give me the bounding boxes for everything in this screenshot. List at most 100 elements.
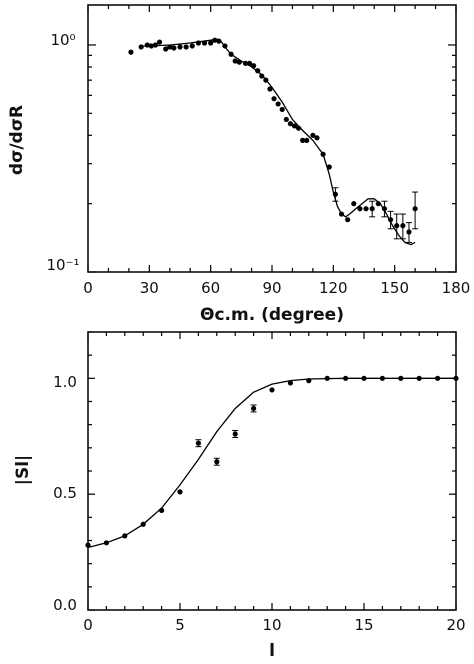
bottom-x-tick-label-1: 5 bbox=[175, 616, 185, 634]
bottom-data-point bbox=[269, 387, 275, 393]
top-data-point bbox=[406, 229, 412, 235]
top-x-tick-label-3: 90 bbox=[262, 279, 281, 297]
top-fit-line bbox=[139, 38, 416, 246]
top-y-axis-label: dσ/dσR bbox=[7, 105, 27, 175]
top-data-point bbox=[195, 40, 201, 46]
bottom-data-point bbox=[159, 507, 165, 513]
top-data-point bbox=[300, 137, 306, 143]
bottom-data-point bbox=[324, 375, 330, 381]
top-data-point bbox=[201, 40, 208, 46]
top-data-point bbox=[363, 206, 369, 212]
top-data-point bbox=[255, 68, 261, 74]
top-x-tick-label-6: 180 bbox=[442, 279, 471, 297]
bottom-y-axis-label: |Sl| bbox=[13, 455, 33, 486]
bottom-data-point bbox=[416, 375, 422, 381]
top-data-point bbox=[310, 132, 316, 138]
bottom-data-point bbox=[140, 521, 146, 527]
top-data-point bbox=[259, 73, 265, 79]
top-data-point bbox=[167, 44, 173, 50]
top-data-point bbox=[375, 201, 381, 207]
top-x-tick-label-0: 0 bbox=[83, 279, 93, 297]
top-data-point bbox=[177, 44, 183, 50]
top-data-point bbox=[152, 42, 159, 48]
top-data-point bbox=[242, 60, 249, 66]
bottom-data-point bbox=[379, 375, 385, 381]
top-data-point bbox=[332, 191, 338, 197]
top-data-point bbox=[387, 217, 394, 223]
top-data-point bbox=[128, 49, 134, 55]
top-data-point bbox=[246, 60, 253, 66]
bottom-data-point bbox=[361, 375, 367, 381]
bottom-data-point bbox=[435, 375, 441, 381]
top-data-point bbox=[263, 77, 269, 83]
bottom-y-tick-label-0: 0.0 bbox=[53, 596, 77, 614]
top-data-point bbox=[267, 86, 273, 92]
top-data-point bbox=[216, 38, 222, 44]
top-data-point bbox=[251, 63, 257, 69]
bottom-y-tick-label-2: 1.0 bbox=[53, 373, 77, 391]
bottom-data-point bbox=[195, 440, 201, 446]
bottom-plot-frame bbox=[87, 331, 457, 611]
top-x-tick-label-2: 60 bbox=[201, 279, 220, 297]
top-plot-frame bbox=[87, 4, 457, 273]
top-data-point bbox=[228, 51, 234, 57]
bottom-panel: 0.0 0.5 1.0 0 5 10 15 20 l |Sl| bbox=[13, 331, 466, 661]
top-data-point bbox=[212, 37, 218, 43]
bottom-data-point bbox=[177, 489, 183, 495]
bottom-x-tick-label-2: 10 bbox=[262, 616, 281, 634]
top-data-point bbox=[138, 44, 144, 50]
bottom-data-point bbox=[287, 380, 293, 386]
top-data-point bbox=[271, 96, 277, 102]
top-data-point bbox=[400, 223, 406, 229]
top-data-point bbox=[412, 206, 418, 212]
top-data-point bbox=[314, 135, 320, 141]
bottom-x-axis-label: l bbox=[269, 641, 275, 661]
bottom-data-point bbox=[251, 405, 257, 412]
bottom-x-tick-label-4: 20 bbox=[446, 616, 465, 634]
top-data-point bbox=[394, 223, 400, 229]
top-data-point bbox=[236, 59, 242, 65]
bottom-y-tick-label-1: 0.5 bbox=[53, 484, 77, 502]
top-data-point bbox=[345, 217, 351, 223]
top-data-point bbox=[369, 206, 375, 212]
top-data-point bbox=[222, 43, 228, 49]
top-y-tick-label-0: 10⁰ bbox=[50, 31, 75, 49]
top-data-point bbox=[144, 42, 150, 48]
bottom-data-point bbox=[343, 375, 349, 381]
bottom-fit-curve bbox=[87, 377, 456, 549]
top-panel: 10⁰ 10⁻¹ 0 30 60 90 120 150 180 Θc.m. (d… bbox=[7, 4, 471, 325]
bottom-data-point bbox=[85, 542, 91, 548]
bottom-data-point bbox=[103, 540, 109, 546]
top-data-point bbox=[304, 137, 310, 143]
top-data-point bbox=[232, 58, 238, 64]
top-data-point bbox=[208, 40, 214, 46]
top-data-point bbox=[287, 121, 293, 127]
top-data-point bbox=[163, 46, 169, 52]
top-data-point bbox=[351, 201, 357, 207]
bottom-axes bbox=[87, 331, 457, 611]
bottom-data-point bbox=[232, 431, 238, 437]
bottom-data-point bbox=[453, 375, 459, 381]
top-data-point bbox=[283, 116, 289, 123]
top-data-point bbox=[338, 211, 345, 217]
top-data-point bbox=[156, 39, 163, 45]
top-y-tick-label-1: 10⁻¹ bbox=[46, 256, 79, 274]
bottom-x-tick-label-3: 15 bbox=[354, 616, 373, 634]
top-data-point bbox=[320, 151, 326, 157]
top-x-tick-label-1: 30 bbox=[140, 279, 159, 297]
bottom-x-tick-label-0: 0 bbox=[83, 616, 93, 634]
top-data-point bbox=[279, 106, 285, 113]
bottom-data-point bbox=[122, 533, 128, 539]
top-data-point bbox=[275, 101, 281, 107]
top-data-point bbox=[183, 44, 189, 50]
top-data-point bbox=[171, 45, 177, 51]
top-data-point bbox=[189, 43, 195, 49]
top-x-axis-label: Θc.m. (degree) bbox=[200, 305, 344, 325]
top-fit-curve bbox=[139, 38, 416, 246]
bottom-data-point bbox=[306, 378, 312, 384]
top-data-point bbox=[326, 164, 332, 170]
top-axes bbox=[87, 5, 457, 273]
top-data-point bbox=[291, 123, 298, 129]
bottom-data-point bbox=[214, 459, 220, 465]
bottom-fit-line bbox=[87, 377, 456, 549]
